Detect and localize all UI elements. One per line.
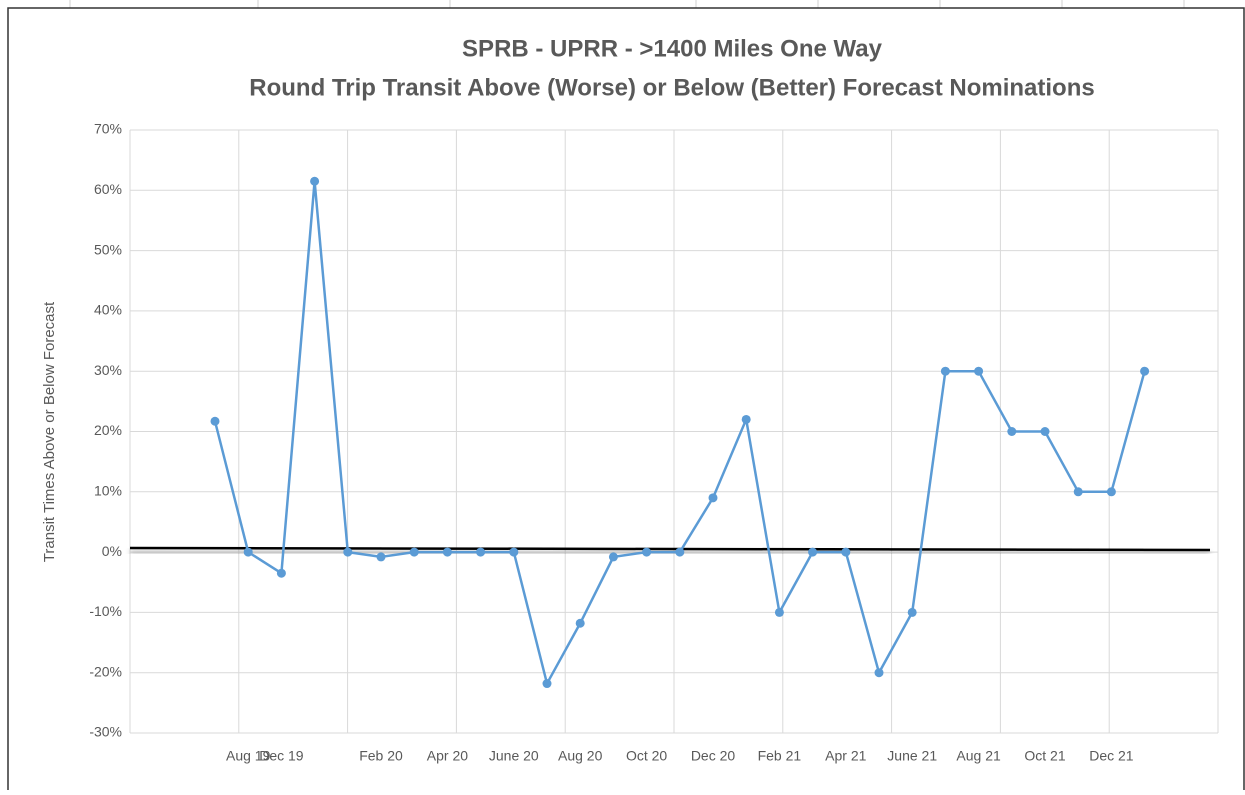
x-tick-label: June 21	[887, 748, 937, 764]
data-point	[1007, 427, 1017, 436]
y-tick-label: -10%	[89, 603, 122, 619]
x-tick-label: Oct 20	[626, 748, 667, 764]
x-tick-label: Oct 21	[1024, 748, 1065, 764]
data-point	[542, 679, 552, 689]
data-point	[243, 547, 253, 557]
data-point	[675, 547, 685, 557]
x-tick-label: Dec 20	[691, 748, 736, 764]
data-point	[940, 366, 950, 376]
data-point	[841, 547, 851, 557]
x-tick-label: Apr 21	[825, 748, 866, 764]
data-point	[1073, 487, 1083, 497]
data-point	[442, 547, 452, 557]
x-tick-label: June 20	[489, 748, 539, 764]
x-tick-label: Dec 19	[259, 748, 304, 764]
data-point	[409, 547, 419, 557]
chart-title: SPRB - UPRR - >1400 Miles One Way	[462, 35, 883, 62]
x-tick-label: Aug 19	[226, 748, 271, 764]
y-tick-label: 50%	[94, 241, 122, 257]
data-point	[907, 607, 917, 617]
data-point	[1106, 487, 1116, 497]
y-tick-label: 40%	[94, 302, 122, 318]
data-point	[808, 547, 818, 557]
x-tick-label: Feb 20	[359, 748, 403, 764]
data-point	[575, 618, 585, 628]
y-tick-label: -30%	[89, 724, 122, 740]
x-tick-label: Aug 21	[956, 748, 1001, 764]
data-point	[476, 547, 486, 557]
y-tick-label: 10%	[94, 483, 122, 499]
data-point	[741, 414, 751, 424]
chart-subtitle: Round Trip Transit Above (Worse) or Belo…	[249, 74, 1094, 101]
x-tick-label: Feb 21	[758, 748, 802, 764]
data-point	[210, 416, 220, 426]
data-point	[1140, 366, 1150, 376]
y-tick-label: 0%	[102, 543, 122, 559]
data-point	[376, 552, 386, 562]
data-point	[343, 547, 353, 557]
data-point	[608, 552, 618, 562]
data-point	[509, 547, 519, 557]
data-point	[874, 668, 884, 678]
data-point	[774, 607, 784, 617]
y-tick-label: -20%	[89, 663, 122, 679]
data-point	[276, 568, 286, 578]
data-point	[974, 366, 984, 376]
y-tick-label: 30%	[94, 362, 122, 378]
y-axis-title: Transit Times Above or Below Forecast	[41, 301, 58, 562]
data-point	[642, 547, 652, 557]
x-tick-label: Apr 20	[427, 748, 468, 764]
y-tick-label: 70%	[94, 121, 122, 137]
y-tick-label: 20%	[94, 422, 122, 438]
data-point	[1040, 427, 1050, 436]
baseline	[129, 546, 1211, 552]
chart-frame	[7, 7, 1245, 795]
y-tick-label: 60%	[94, 181, 122, 197]
data-point	[310, 176, 320, 186]
x-tick-label: Aug 20	[558, 748, 603, 764]
sheet-lines	[69, 0, 1185, 8]
x-tick-label: Dec 21	[1089, 748, 1134, 764]
data-point	[708, 493, 718, 503]
